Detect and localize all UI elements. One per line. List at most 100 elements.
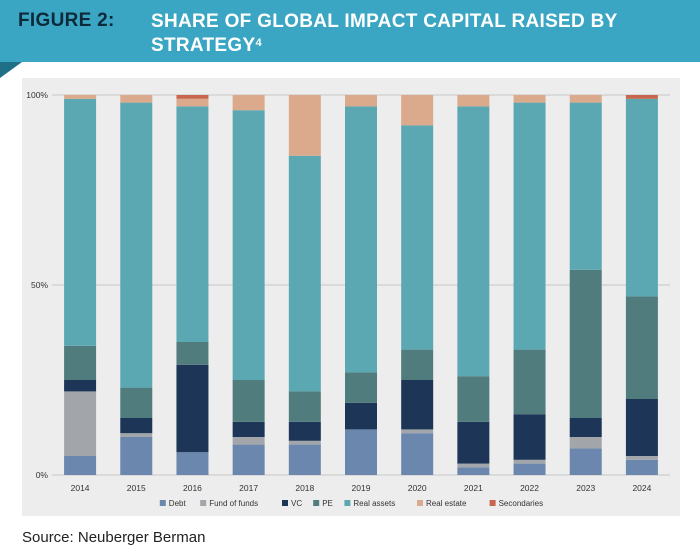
y-tick-label: 0% (36, 470, 49, 480)
figure-title-text: SHARE OF GLOBAL IMPACT CAPITAL RAISED BY… (151, 11, 618, 56)
bar-segment (64, 345, 97, 380)
bar-segment (513, 349, 546, 415)
bar-segment (232, 437, 265, 445)
legend-label: VC (291, 499, 302, 508)
bar-segment (569, 448, 602, 475)
bar-segment (625, 296, 658, 399)
bar-segment (64, 391, 97, 456)
bar-segment (176, 106, 209, 343)
legend-swatch (417, 500, 423, 506)
bar-segment (569, 95, 602, 103)
bar-segment (457, 463, 490, 468)
bar-segment (288, 444, 321, 475)
x-tick-label: 2023 (576, 483, 595, 493)
x-tick-label: 2015 (127, 483, 146, 493)
bar-segment (232, 421, 265, 437)
figure-footnote-marker: 4 (255, 37, 262, 49)
bar-segment (176, 364, 209, 453)
bar-segment (457, 106, 490, 377)
bar-segment (625, 459, 658, 475)
legend-swatch (489, 500, 496, 506)
x-tick-label: 2021 (464, 483, 483, 493)
legend-label: Real assets (353, 499, 395, 508)
figure-label: FIGURE 2: (18, 10, 115, 31)
x-tick-label: 2024 (632, 483, 651, 493)
bar-segment (232, 380, 265, 422)
bar-segment (345, 429, 377, 475)
bar-segment (401, 125, 434, 350)
x-tick-label: 2018 (295, 483, 314, 493)
bar-segment (288, 421, 321, 441)
bar-segment (232, 95, 265, 111)
x-tick-label: 2020 (408, 483, 427, 493)
bar-segment (120, 437, 153, 475)
bar-segment (625, 95, 658, 99)
legend-swatch (282, 500, 288, 506)
bar-segment (288, 95, 321, 156)
bar-segment (513, 414, 546, 460)
bar-segment (457, 376, 490, 422)
bar-segment (120, 433, 153, 437)
bar-segment (345, 95, 377, 107)
y-tick-label: 50% (31, 280, 48, 290)
bar-segment (513, 95, 546, 103)
bar-segment (288, 155, 321, 392)
bar-segment (625, 98, 658, 297)
figure-header: FIGURE 2: SHARE OF GLOBAL IMPACT CAPITAL… (0, 0, 700, 62)
chart-panel: 0% 50% 100% 2014 2015 2016 2017 2018 2019 2020 202… (22, 78, 680, 516)
figure-title: SHARE OF GLOBAL IMPACT CAPITAL RAISED BY… (151, 10, 681, 58)
x-tick-label: 2022 (520, 483, 539, 493)
bar-segment (64, 95, 97, 99)
legend-label: PE (322, 499, 333, 508)
bar-segment (64, 98, 97, 346)
x-tick-label: 2014 (71, 483, 90, 493)
bar-segment (625, 399, 658, 456)
x-tick-label: 2016 (183, 483, 202, 493)
x-tick-label: 2017 (239, 483, 258, 493)
bar-segment (513, 102, 546, 350)
legend-label: Fund of funds (209, 499, 258, 508)
bar-segment (345, 372, 377, 403)
bar-segment (120, 95, 153, 103)
legend-label: Debt (169, 499, 187, 508)
header-fold (0, 62, 22, 78)
bar-segment (569, 418, 602, 437)
bar-segment (569, 102, 602, 270)
legend-swatch (200, 500, 207, 506)
legend-label: Secondaries (499, 499, 543, 508)
bar-segment (120, 418, 153, 434)
x-tick-label: 2019 (352, 483, 371, 493)
bar-segment (345, 402, 377, 430)
bar-segment (120, 102, 153, 388)
bar-segment (401, 433, 434, 475)
legend-swatch (313, 500, 320, 506)
bar-segment (288, 391, 321, 422)
legend-swatch (344, 500, 351, 506)
bar-segment (64, 380, 97, 392)
bar-segment (569, 269, 602, 418)
bar-segment (457, 421, 490, 464)
bar-segment (401, 429, 434, 434)
bar-segment (120, 387, 153, 418)
bar-segment (625, 456, 658, 460)
bar-segment (457, 95, 490, 107)
legend-swatch (159, 500, 166, 506)
bar-segment (457, 467, 490, 475)
bar-segment (176, 452, 209, 475)
bar-segment (64, 456, 97, 475)
bar-segment (401, 380, 434, 430)
bar-segment (513, 463, 546, 475)
bar-segment (401, 349, 434, 380)
bar-segment (513, 459, 546, 464)
bar-segment (176, 95, 209, 99)
legend-label: Real estate (426, 499, 467, 508)
bar-segment (176, 98, 209, 107)
source-note: Source: Neuberger Berman (22, 529, 206, 546)
bar-segment (345, 106, 377, 373)
bar-segment (401, 95, 434, 126)
bar-segment (232, 110, 265, 380)
bar-segment (288, 440, 321, 445)
y-tick-label: 100% (26, 90, 48, 100)
stacked-bar-chart: 0% 50% 100% 2014 2015 2016 2017 2018 2019 2020 202… (26, 90, 670, 508)
bar-segment (176, 342, 209, 365)
